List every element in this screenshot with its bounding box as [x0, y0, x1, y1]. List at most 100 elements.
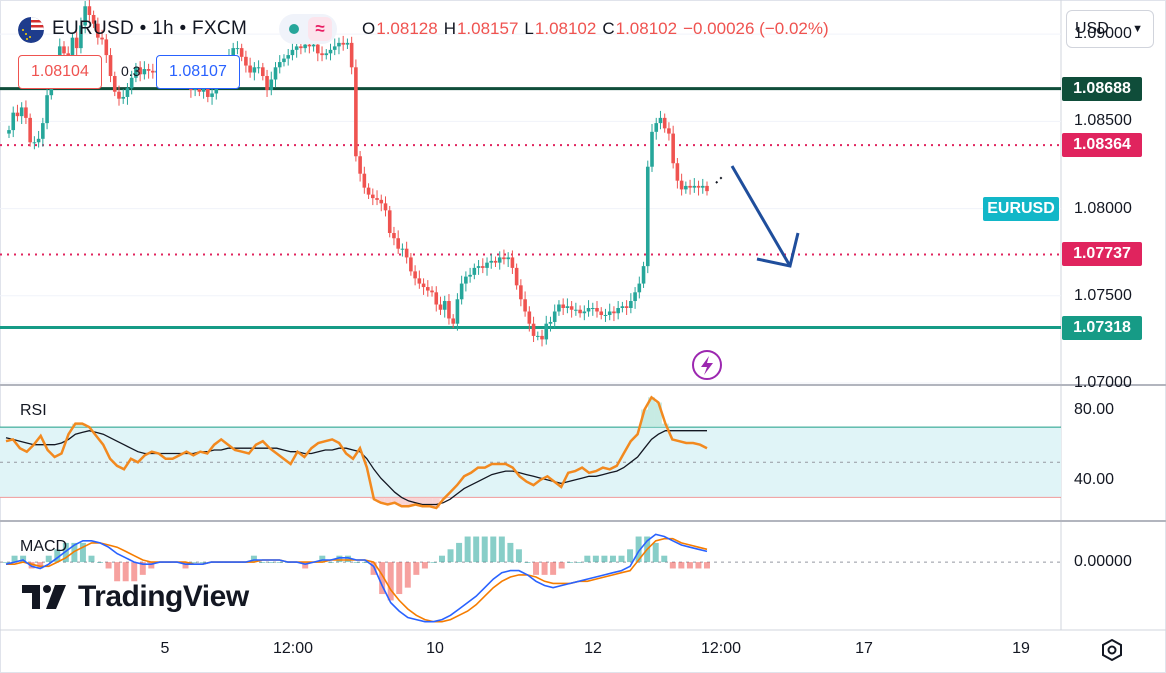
bid-price: 1.08104 — [31, 63, 89, 80]
macd-histogram-bar — [148, 562, 155, 569]
candle-body — [362, 173, 367, 188]
symbol-tag: EURUSD — [983, 197, 1059, 221]
ohlc-open-label: O — [362, 19, 376, 38]
arrow-shaft — [730, 165, 792, 267]
rsi-oversold-fill — [384, 497, 392, 505]
forecast-arrow[interactable] — [715, 165, 800, 268]
symbol-title[interactable]: EURUSD • 1h • FXCM — [52, 18, 247, 40]
market-status-toggle[interactable]: ≈ — [279, 14, 337, 44]
candle-body — [91, 14, 96, 24]
candle-body — [459, 283, 464, 300]
candle-body — [464, 276, 468, 284]
macd-histogram-bar — [609, 555, 616, 563]
macd-histogram-bar — [550, 562, 557, 575]
macd-histogram-bar — [97, 562, 104, 563]
candle-body — [210, 93, 214, 97]
bid-price-button[interactable]: 1.08104 — [18, 55, 102, 89]
macd-histogram-bar — [54, 549, 61, 563]
macd-histogram-bar — [533, 562, 540, 575]
macd-histogram-bar — [498, 536, 505, 563]
candle-body — [472, 267, 477, 275]
ohlc-low-value: 1.08102 — [534, 19, 597, 38]
macd-histogram-bar — [404, 562, 411, 588]
tradingview-logo[interactable]: TradingView — [22, 580, 249, 614]
macd-histogram-bar — [276, 562, 283, 563]
wave-icon: ≈ — [308, 17, 332, 41]
ask-price-button[interactable]: 1.08107 — [156, 55, 240, 89]
candle-body — [561, 304, 565, 308]
chevron-down-icon: ▼ — [1132, 23, 1143, 35]
macd-histogram-bar — [268, 562, 275, 563]
candle-body — [265, 76, 269, 90]
price-tick-label: 1.08500 — [1074, 112, 1132, 130]
rsi-oversold-fill — [412, 497, 419, 505]
ohlc-change: −0.00026 (−0.02%) — [683, 19, 829, 38]
candle-body — [87, 6, 92, 15]
macd-histogram-bar — [524, 562, 531, 563]
candle-body — [79, 25, 83, 49]
candle-body — [332, 46, 337, 50]
candle-body — [675, 163, 680, 181]
candle-body — [282, 58, 286, 63]
currency-select[interactable]: USD ▼ — [1066, 10, 1154, 48]
candle-body — [45, 95, 49, 124]
rsi-oversold-fill — [391, 497, 399, 503]
candle-body — [641, 266, 646, 284]
time-tick-label: 12:00 — [700, 640, 742, 657]
candle-body — [688, 185, 692, 188]
price-levels — [0, 87, 1061, 330]
separator: • — [179, 18, 187, 39]
candle-body — [328, 49, 333, 54]
macd-histogram-bar — [199, 562, 206, 563]
lightning-icon — [701, 356, 713, 375]
candle-body — [290, 49, 295, 56]
candle-body — [19, 107, 24, 117]
candle-body — [371, 194, 375, 199]
time-tick-label: 19 — [1012, 640, 1030, 657]
candle-body — [83, 6, 87, 26]
level-tag-level-lower: 1.07737 — [1062, 242, 1142, 267]
candle-body — [121, 96, 126, 99]
rsi-line — [5, 395, 708, 510]
rsi-title: RSI — [20, 402, 47, 419]
price-tick-label: 1.09000 — [1074, 25, 1132, 43]
macd-histogram-bar — [430, 562, 437, 563]
ohlc-open-value: 1.08128 — [376, 19, 438, 38]
macd-histogram-bar — [481, 536, 488, 563]
candle-body — [519, 285, 523, 300]
candle-body — [595, 308, 599, 312]
candle-body — [578, 309, 582, 314]
rsi-band — [0, 427, 1061, 498]
macd-histogram-bar — [558, 562, 565, 569]
candle-body — [375, 198, 379, 200]
macd-title: MACD — [20, 538, 68, 555]
candle-body — [455, 299, 460, 324]
candle-body — [426, 287, 430, 291]
candle-body — [125, 88, 130, 97]
candle-body — [679, 180, 684, 190]
candle-body — [112, 76, 117, 92]
candle-body — [320, 53, 324, 56]
flash-icon[interactable] — [692, 350, 722, 380]
candle-body — [671, 133, 675, 164]
candle-body — [616, 308, 620, 314]
candle-body — [497, 257, 502, 263]
candle-body — [430, 290, 434, 293]
settings-icon[interactable] — [1102, 638, 1122, 662]
macd-histogram-bar — [379, 562, 386, 595]
candle-body — [62, 46, 66, 54]
candle-body — [535, 335, 540, 337]
candle-body — [36, 138, 41, 143]
rsi-ma-line — [5, 430, 707, 506]
currency-value: USD — [1075, 20, 1109, 37]
candle-body — [294, 46, 299, 50]
interval: 1h — [152, 18, 174, 39]
candle-body — [599, 311, 604, 315]
candle-body — [637, 283, 642, 293]
rsi-overbought-fill — [641, 409, 649, 428]
candle-body — [684, 185, 688, 190]
candle-body — [506, 257, 510, 260]
candle-body — [235, 48, 240, 50]
candle-body — [104, 39, 109, 56]
